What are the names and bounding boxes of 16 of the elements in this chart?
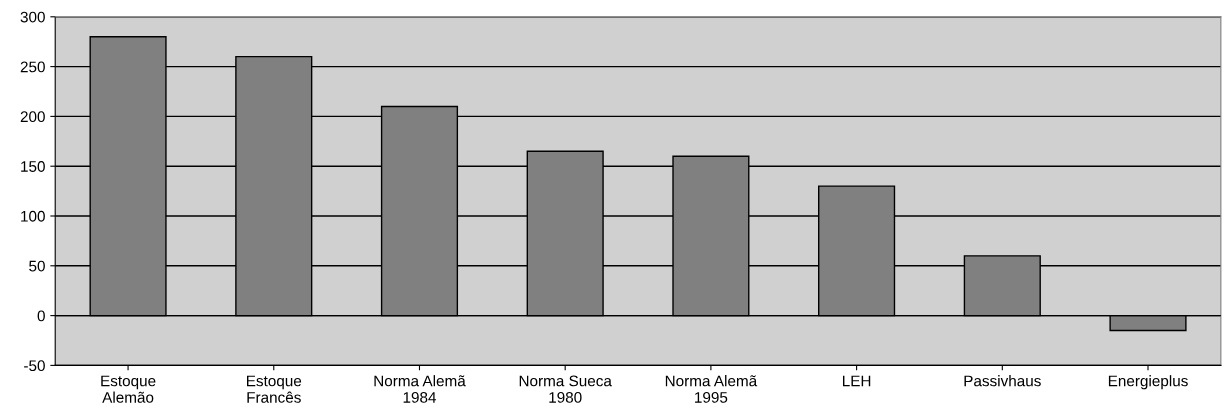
y-tick-label: 200: [20, 111, 45, 123]
x-tick-label: Norma Alemã 1995: [665, 375, 758, 403]
x-tick-label: LEH: [842, 375, 871, 387]
x-tick-label: Norma Sueca 1980: [519, 375, 612, 403]
x-tick-label: Energieplus: [1108, 375, 1188, 390]
y-tick-label: 0: [37, 310, 45, 322]
x-tick-label: Norma Alemã 1984: [374, 375, 466, 403]
x-tick-label: Estoque Francês: [247, 375, 302, 403]
y-tick-label: 50: [29, 260, 45, 272]
x-tick-label: Passivhaus: [964, 375, 1041, 387]
y-tick-label: 150: [21, 161, 45, 172]
y-tick-label: 100: [21, 210, 45, 222]
y-tick-label: -50: [24, 360, 45, 372]
x-tick-label: Estoque Alemão: [101, 375, 156, 403]
y-tick-label: 250: [20, 61, 45, 73]
y-tick-label: 300: [20, 11, 45, 23]
